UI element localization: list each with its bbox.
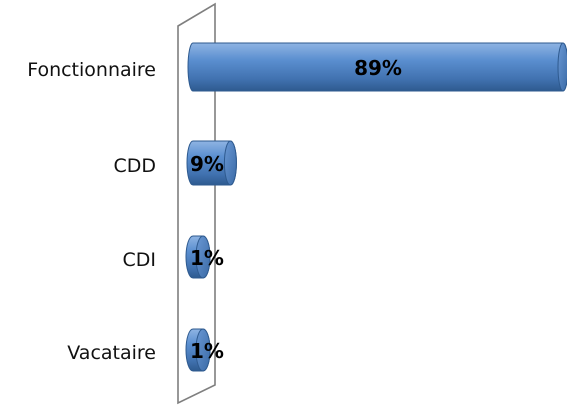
wall-panel	[177, 2, 216, 405]
back-wall	[177, 2, 216, 405]
bar-cdi	[185, 235, 211, 279]
category-label-fonctionnaire: Fonctionnaire	[27, 59, 156, 81]
bar-vacataire	[185, 328, 211, 372]
data-label-cdd: 9%	[190, 152, 224, 176]
bar-fonctionnaire	[187, 42, 567, 92]
bar-cap	[223, 140, 237, 186]
category-label-vacataire: Vacataire	[67, 342, 156, 364]
category-labels: Fonctionnaire CDD CDI Vacataire	[27, 59, 156, 364]
bars-group	[185, 42, 567, 372]
data-label-vacataire: 1%	[190, 339, 224, 363]
data-label-fonctionnaire: 89%	[354, 56, 402, 80]
category-label-cdd: CDD	[113, 155, 156, 177]
data-labels: 89% 9% 1% 1%	[190, 56, 402, 363]
bar-cap	[195, 235, 211, 279]
bar-cap	[557, 42, 567, 92]
category-label-cdi: CDI	[122, 249, 156, 271]
data-label-cdi: 1%	[190, 246, 224, 270]
bar-cap	[195, 328, 211, 372]
bar-cdd	[186, 140, 237, 186]
